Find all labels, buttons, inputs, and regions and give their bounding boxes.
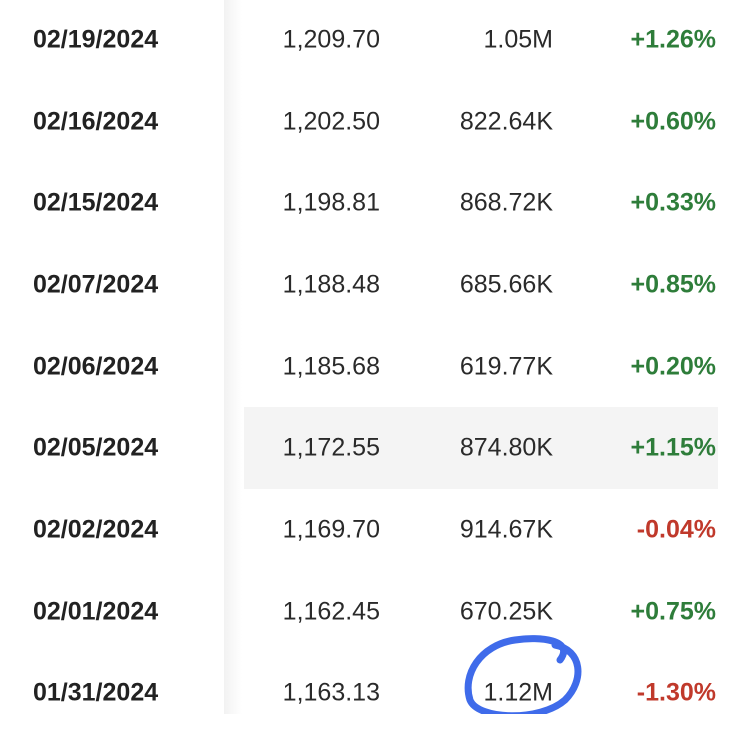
change-cell: +0.33%: [631, 189, 717, 218]
price-cell: 1,188.48: [283, 270, 380, 299]
table-row[interactable]: 01/31/2024 1,163.13 1.12M -1.30%: [0, 653, 750, 734]
change-cell: -0.04%: [637, 515, 716, 544]
volume-cell: 1.05M: [484, 25, 553, 54]
date-cell: 02/07/2024: [33, 270, 158, 299]
price-cell: 1,162.45: [283, 597, 380, 626]
table-row[interactable]: 02/06/2024 1,185.68 619.77K +0.20%: [0, 326, 750, 408]
table-row[interactable]: 02/01/2024 1,162.45 670.25K +0.75%: [0, 571, 750, 653]
volume-cell: 868.72K: [460, 189, 553, 218]
change-cell: +1.26%: [631, 25, 717, 54]
date-cell: 02/01/2024: [33, 597, 158, 626]
table-row[interactable]: 02/15/2024 1,198.81 868.72K +0.33%: [0, 162, 750, 244]
change-cell: -1.30%: [637, 679, 716, 708]
change-cell: +1.15%: [631, 434, 717, 463]
volume-cell: 874.80K: [460, 434, 553, 463]
table-row[interactable]: 02/16/2024 1,202.50 822.64K +0.60%: [0, 81, 750, 163]
price-cell: 1,163.13: [283, 679, 380, 708]
table-row[interactable]: 02/02/2024 1,169.70 914.67K -0.04%: [0, 489, 750, 571]
date-cell: 02/02/2024: [33, 515, 158, 544]
volume-cell: 670.25K: [460, 597, 553, 626]
change-cell: +0.75%: [631, 597, 717, 626]
date-cell: 01/31/2024: [33, 679, 158, 708]
price-cell: 1,209.70: [283, 25, 380, 54]
change-cell: +0.20%: [631, 352, 717, 381]
date-cell: 02/05/2024: [33, 434, 158, 463]
volume-cell: 822.64K: [460, 107, 553, 136]
price-cell: 1,172.55: [283, 434, 380, 463]
table-row[interactable]: 02/05/2024 1,172.55 874.80K +1.15%: [0, 407, 750, 489]
change-cell: +0.60%: [631, 107, 717, 136]
price-cell: 1,202.50: [283, 107, 380, 136]
volume-cell: 914.67K: [460, 515, 553, 544]
price-cell: 1,198.81: [283, 189, 380, 218]
date-cell: 02/15/2024: [33, 189, 158, 218]
price-cell: 1,169.70: [283, 515, 380, 544]
volume-cell: 619.77K: [460, 352, 553, 381]
date-cell: 02/19/2024: [33, 25, 158, 54]
date-cell: 02/06/2024: [33, 352, 158, 381]
price-cell: 1,185.68: [283, 352, 380, 381]
change-cell: +0.85%: [631, 270, 717, 299]
date-cell: 02/16/2024: [33, 107, 158, 136]
table-row[interactable]: 02/19/2024 1,209.70 1.05M +1.26%: [0, 0, 750, 81]
table-row[interactable]: 02/07/2024 1,188.48 685.66K +0.85%: [0, 244, 750, 326]
volume-cell: 1.12M: [484, 679, 553, 708]
volume-cell: 685.66K: [460, 270, 553, 299]
